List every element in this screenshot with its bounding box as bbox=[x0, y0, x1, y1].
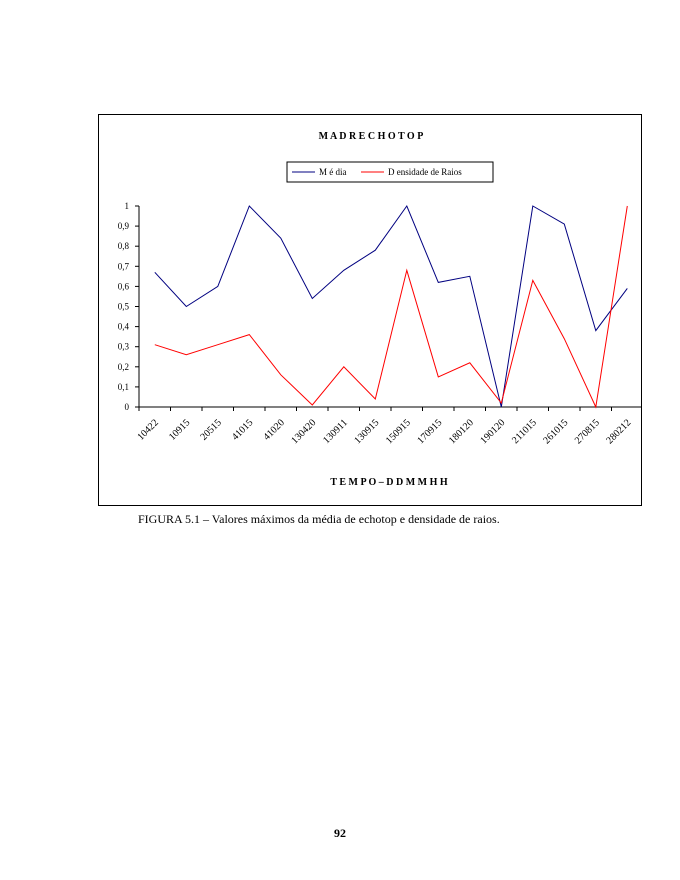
x-tick-label: 270815 bbox=[573, 417, 602, 446]
legend-label-media: M é dia bbox=[319, 167, 347, 177]
x-tick-label: 180120 bbox=[447, 417, 476, 446]
x-tick-label: 10915 bbox=[167, 417, 192, 442]
figure-caption: FIGURA 5.1 – Valores máximos da média de… bbox=[138, 512, 500, 526]
y-tick-label: 0,4 bbox=[118, 322, 130, 332]
x-tick-label: 170915 bbox=[415, 417, 444, 446]
x-tick-label: 150915 bbox=[384, 417, 413, 446]
page-number: 92 bbox=[334, 826, 346, 840]
x-tick-label: 211015 bbox=[510, 417, 539, 446]
y-tick-label: 0,7 bbox=[118, 261, 130, 271]
series-line-densidade bbox=[154, 205, 628, 409]
y-tick-label: 0,1 bbox=[118, 382, 129, 392]
chart-frame: M A D R E C H O T O P M é dia D ensidade… bbox=[98, 114, 642, 506]
series-line-media bbox=[154, 204, 628, 408]
x-tick-label: 261015 bbox=[541, 417, 570, 446]
x-tick-label: 190120 bbox=[478, 417, 507, 446]
legend-box bbox=[286, 161, 494, 183]
x-axis-label: T E M P O – D D M M H H bbox=[330, 477, 448, 488]
chart-svg: M A D R E C H O T O P M é dia D ensidade… bbox=[118, 131, 641, 488]
y-tick-label: 0 bbox=[125, 402, 130, 412]
y-tick-label: 0,3 bbox=[118, 342, 130, 352]
y-tick-label: 0,9 bbox=[118, 221, 130, 231]
x-tick-label: 130911 bbox=[321, 417, 350, 446]
y-tick-label: 0,5 bbox=[118, 302, 130, 312]
x-tick-label: 130420 bbox=[289, 417, 318, 446]
y-tick-label: 0,6 bbox=[118, 281, 130, 291]
y-tick-label: 1 bbox=[125, 201, 130, 211]
x-tick-label: 20515 bbox=[198, 417, 223, 442]
x-tick-label: 41020 bbox=[261, 417, 286, 442]
legend-label-densidade: D ensidade de Raios bbox=[388, 167, 462, 177]
legend: M é dia D ensidade de Raios bbox=[286, 161, 494, 183]
y-tick-label: 0,2 bbox=[118, 362, 129, 372]
chart-title: M A D R E C H O T O P bbox=[319, 131, 424, 142]
x-tick-label: 41015 bbox=[230, 417, 255, 442]
x-tick-label: 10422 bbox=[135, 417, 160, 442]
x-tick-label: 280212 bbox=[604, 417, 633, 446]
y-tick-label: 0,8 bbox=[118, 241, 130, 251]
x-tick-label: 130915 bbox=[352, 417, 381, 446]
